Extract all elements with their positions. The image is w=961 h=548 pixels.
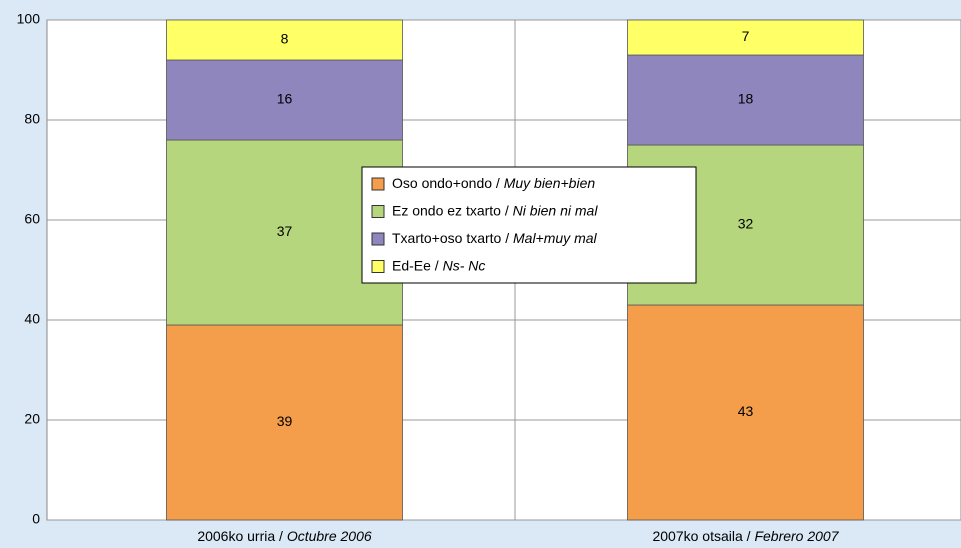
x-tick-label: 2006ko urria / Octubre 2006 [197,528,372,544]
y-tick-label: 60 [24,211,40,227]
data-label: 43 [738,403,754,419]
x-tick-label: 2007ko otsaila / Febrero 2007 [652,528,839,544]
data-label: 7 [742,28,750,44]
legend-swatch [371,260,385,273]
y-tick-label: 100 [17,11,41,27]
bar-segment [627,304,864,521]
bar-segment [166,19,403,61]
bar-segment [627,54,864,146]
legend-swatch [371,205,385,218]
y-tick-label: 0 [32,511,40,527]
data-label: 8 [281,31,289,47]
data-label: 18 [738,91,754,107]
bar-segment [166,324,403,521]
y-tick-label: 20 [24,411,40,427]
legend-label: Oso ondo+ondo / Muy bien+bien [392,175,595,191]
data-label: 39 [277,413,293,429]
legend-label: Ed-Ee / Ns- Nc [392,257,485,273]
bar-segment [627,19,864,56]
bar-segment [166,59,403,141]
data-label: 32 [738,216,754,232]
legend-box [361,166,697,284]
legend-label: Ez ondo ez txarto / Ni bien ni mal [392,202,598,218]
legend-swatch [371,177,385,191]
y-tick-label: 40 [24,311,40,327]
data-label: 37 [277,223,293,239]
data-label: 16 [277,91,293,107]
legend-label: Txarto+oso txarto / Mal+muy mal [392,230,598,246]
legend-swatch [371,232,385,246]
y-tick-label: 80 [24,111,40,127]
